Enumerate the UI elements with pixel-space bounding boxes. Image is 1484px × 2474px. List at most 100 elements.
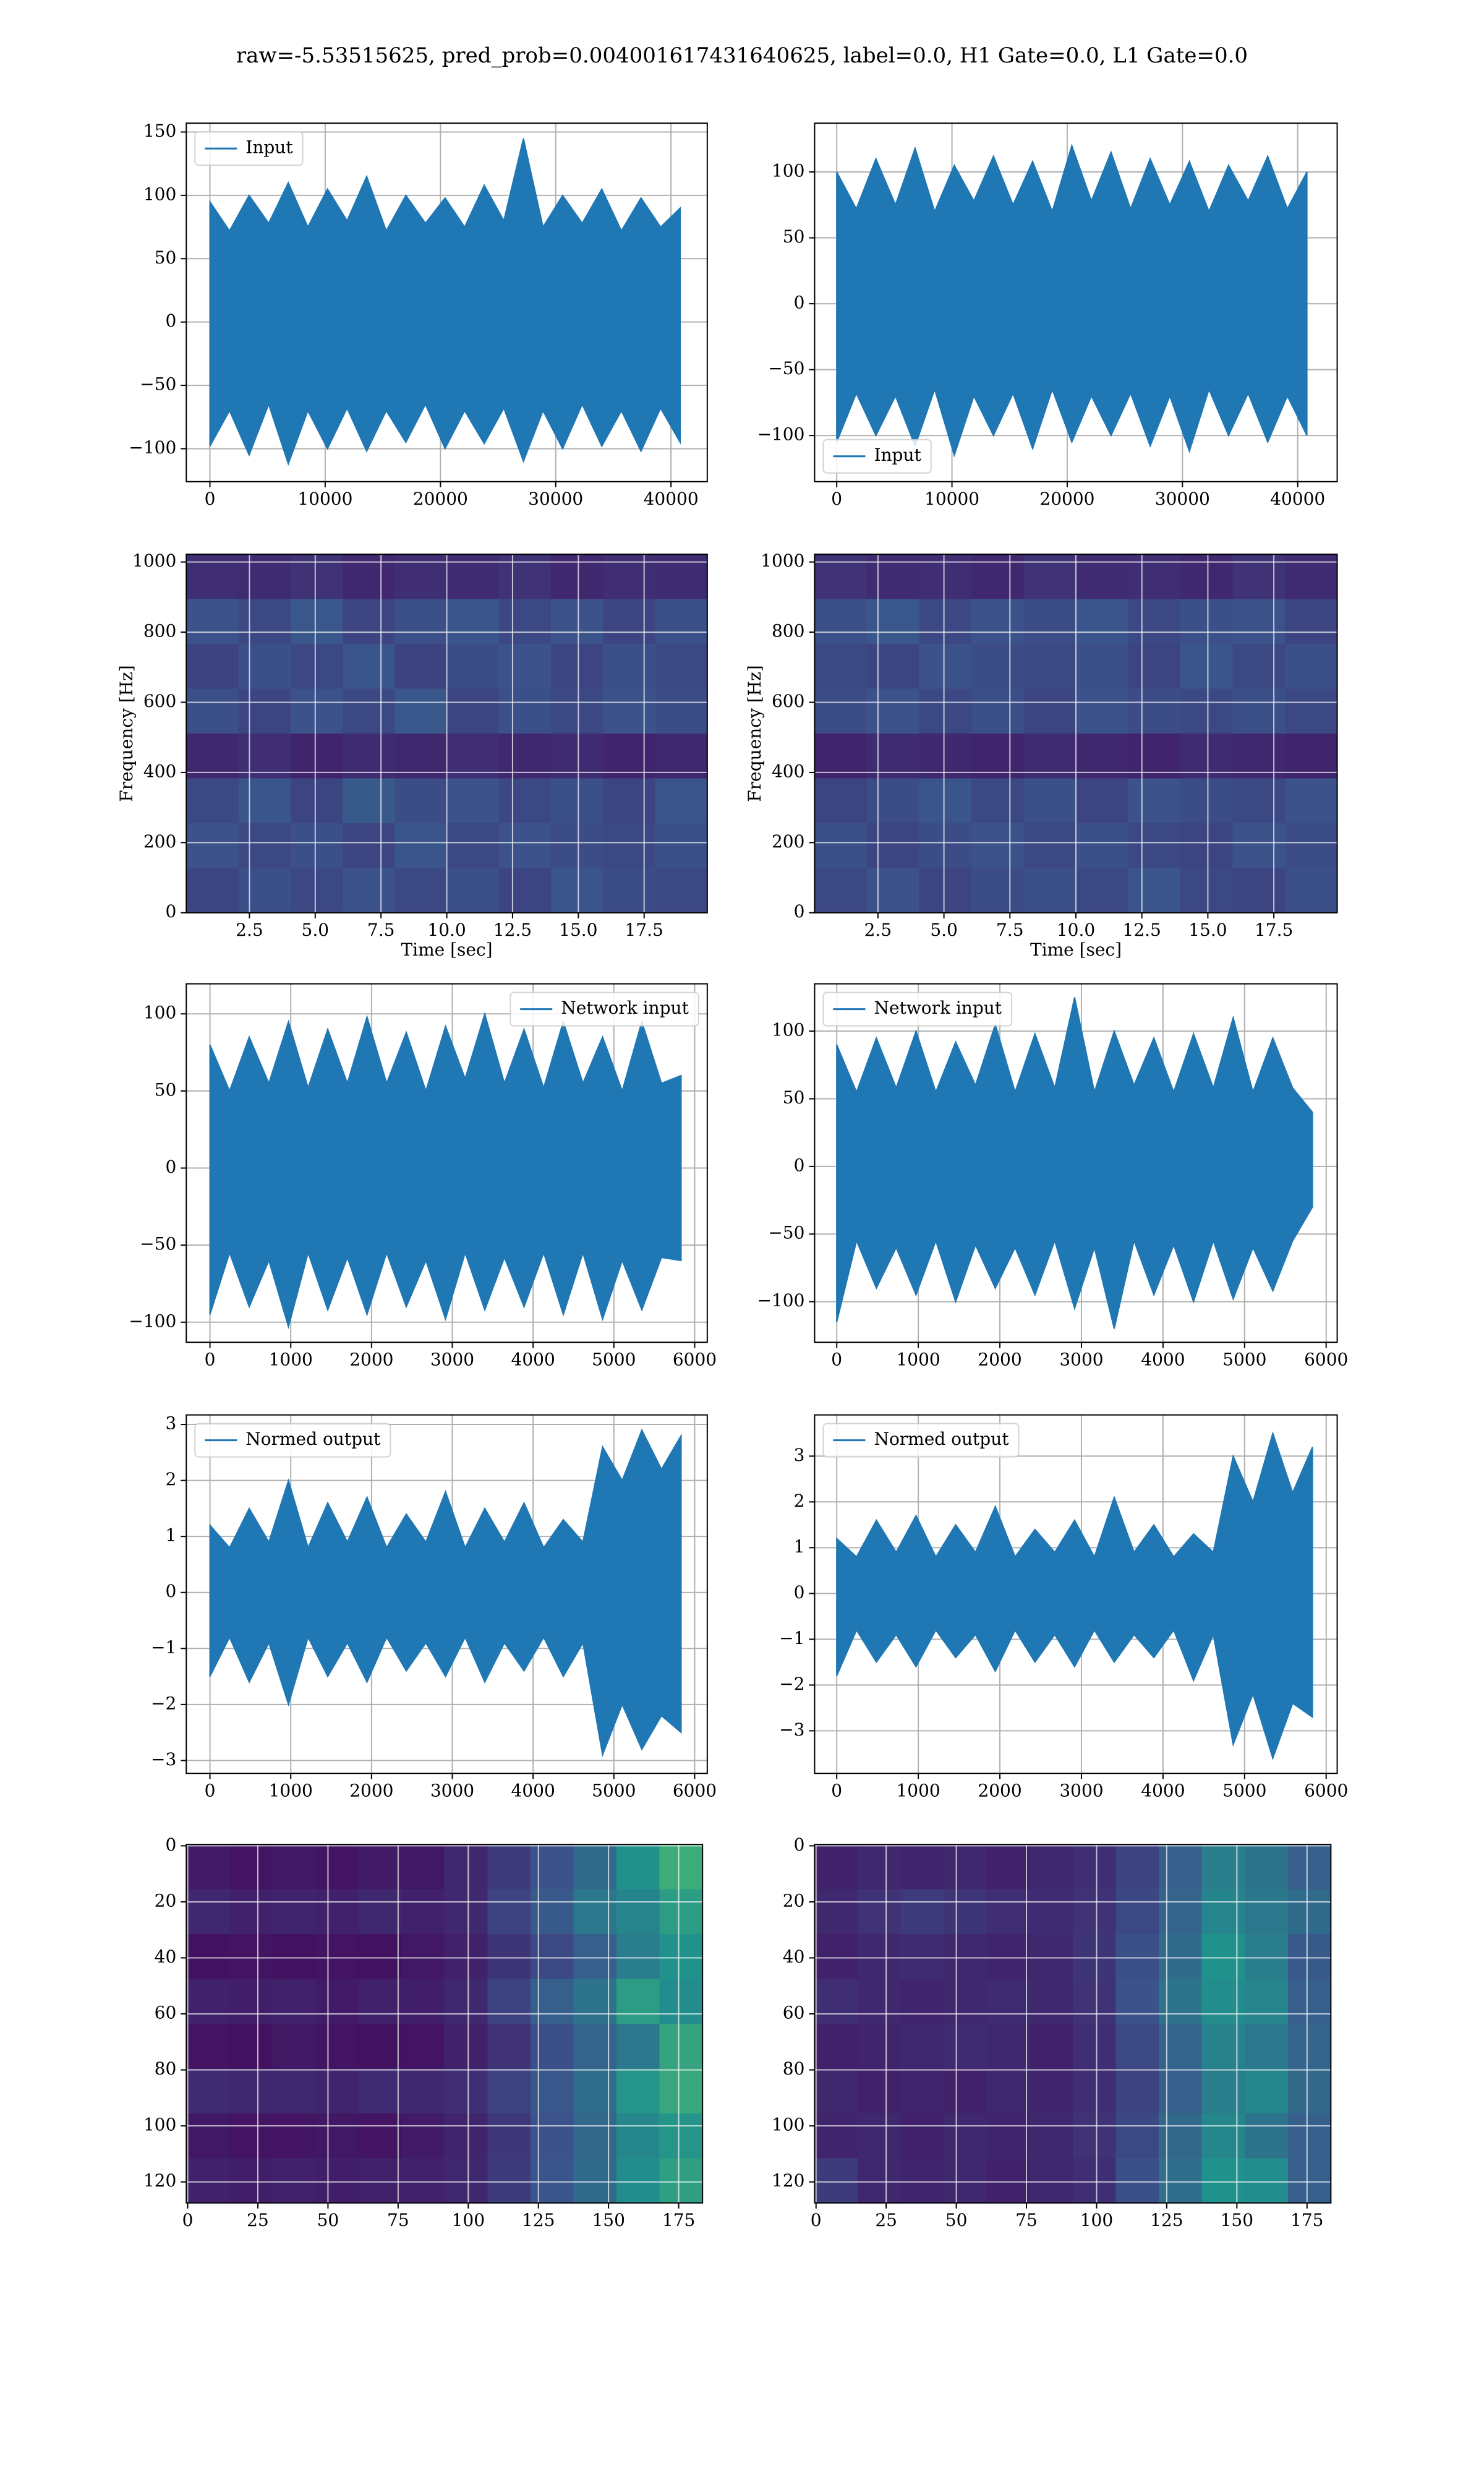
heatmap-cell xyxy=(1287,2158,1331,2204)
heatmap-cell xyxy=(186,2023,230,2069)
x-tick-label: 2000 xyxy=(978,1350,1021,1370)
heatmap-cell xyxy=(1245,1889,1289,1935)
y-tick-label: 100 xyxy=(143,184,176,204)
heatmap-cell xyxy=(394,599,448,644)
heatmap-cell xyxy=(315,2068,359,2114)
heatmap-cell xyxy=(238,733,291,779)
heatmap-cell xyxy=(986,1979,1030,2024)
x-axis-label: Time [sec] xyxy=(401,940,492,960)
x-tick-label: 0 xyxy=(205,1350,216,1370)
y-tick-label: 50 xyxy=(783,226,805,247)
heatmap-cell xyxy=(290,778,343,824)
y-tick-label: 80 xyxy=(155,2058,177,2079)
heatmap-cell xyxy=(986,2068,1030,2114)
heatmap-cell xyxy=(358,1934,402,1980)
heatmap-cell xyxy=(487,2023,531,2069)
y-tick-label: 20 xyxy=(783,1890,805,1911)
heatmap-cell xyxy=(343,778,395,824)
heatmap-cell xyxy=(290,823,343,868)
heatmap-cell xyxy=(1076,778,1129,824)
x-tick-label: 15.0 xyxy=(559,920,597,940)
signal-envelope xyxy=(836,1431,1313,1760)
heatmap-cell xyxy=(1023,823,1077,868)
x-tick-label: 5.0 xyxy=(302,920,330,940)
y-tick-label: 100 xyxy=(772,2115,804,2135)
y-tick-label: −1 xyxy=(151,1637,176,1658)
heatmap-cell xyxy=(814,1979,858,2024)
heatmap-cell xyxy=(498,823,552,868)
heatmap-cell xyxy=(659,2113,703,2159)
heatmap-cell xyxy=(444,1844,488,1890)
signal-envelope xyxy=(209,1011,682,1329)
heatmap-cell xyxy=(186,2113,230,2159)
axes-frame xyxy=(814,983,1338,1343)
heatmap-cell xyxy=(343,599,395,644)
heatmap-cell xyxy=(919,823,972,868)
heatmap-cell xyxy=(603,823,656,868)
heatmap-cell xyxy=(814,778,868,824)
subplot: 0 25 50 75 100 125 150 175 0 20 40 60 80 100 120 xyxy=(772,1834,1332,2230)
heatmap-cell xyxy=(1232,644,1286,690)
heatmap-cell xyxy=(343,644,395,690)
heatmap-cell xyxy=(186,599,239,644)
heatmap-cell xyxy=(186,2068,230,2114)
heatmap-cell xyxy=(1180,733,1234,779)
heatmap-cell xyxy=(272,1979,316,2024)
heatmap-cell xyxy=(944,1979,987,2024)
heatmap-cell xyxy=(530,1934,574,1980)
y-tick-label: 50 xyxy=(783,1087,805,1108)
heatmap-cell xyxy=(1128,599,1181,644)
heatmap-cell xyxy=(900,2113,944,2159)
heatmap-cell xyxy=(238,778,291,824)
y-tick-label: 60 xyxy=(155,2003,177,2023)
heatmap-cell xyxy=(814,1844,858,1890)
heatmap-cell xyxy=(1287,1889,1331,1935)
heatmap-cell xyxy=(919,868,972,914)
heatmap-cell xyxy=(858,1889,902,1935)
heatmap-cell xyxy=(551,823,603,868)
heatmap-cell xyxy=(1128,644,1181,690)
heatmap-cell xyxy=(1115,2068,1159,2114)
heatmap-cell xyxy=(343,868,395,914)
heatmap-cell xyxy=(343,688,395,734)
y-tick-label: −50 xyxy=(140,374,176,395)
heatmap-cell xyxy=(659,1889,703,1935)
y-tick-label: 100 xyxy=(772,160,804,181)
heatmap-cell xyxy=(1180,823,1234,868)
heatmap-cell xyxy=(866,599,920,644)
x-tick-label: 20000 xyxy=(413,489,468,509)
heatmap-cell xyxy=(919,599,972,644)
heatmap-cell xyxy=(814,599,868,644)
heatmap-cell xyxy=(814,823,868,868)
heatmap-cell xyxy=(866,868,920,914)
axes-frame xyxy=(186,1844,704,2204)
heatmap-cell xyxy=(900,1934,944,1980)
heatmap-cell xyxy=(290,599,343,644)
heatmap-cell xyxy=(394,868,448,914)
heatmap-cell xyxy=(971,868,1025,914)
heatmap-cell xyxy=(498,554,552,600)
y-tick-label: 2 xyxy=(165,1469,176,1489)
heatmap-cell xyxy=(1245,1979,1289,2024)
heatmap-cell xyxy=(272,1934,316,1980)
heatmap-cell xyxy=(272,2023,316,2069)
heatmap-cell xyxy=(655,868,708,914)
y-tick-label: 120 xyxy=(143,2170,176,2191)
heatmap-cell xyxy=(272,2113,316,2159)
signal-envelope xyxy=(209,1428,682,1758)
heatmap-cell xyxy=(229,2068,273,2114)
subplot: 0 1000 2000 3000 4000 5000 6000 −3 −2 −1 0 1 2 3 Norme… xyxy=(779,1414,1348,1801)
heatmap-cell xyxy=(1023,554,1077,600)
x-tick-label: 3000 xyxy=(1059,1350,1103,1370)
heatmap-cell xyxy=(1128,733,1181,779)
heatmap-cell xyxy=(186,823,239,868)
y-tick-label: −100 xyxy=(129,437,176,458)
heatmap-cell xyxy=(814,688,868,734)
heatmap-cell xyxy=(866,688,920,734)
y-tick-label: 3 xyxy=(165,1413,176,1434)
heatmap-cell xyxy=(446,778,500,824)
heatmap-cell xyxy=(1076,554,1129,600)
heatmap-cell xyxy=(1072,1889,1117,1935)
heatmap-cell xyxy=(603,688,656,734)
heatmap-cell xyxy=(186,688,239,734)
